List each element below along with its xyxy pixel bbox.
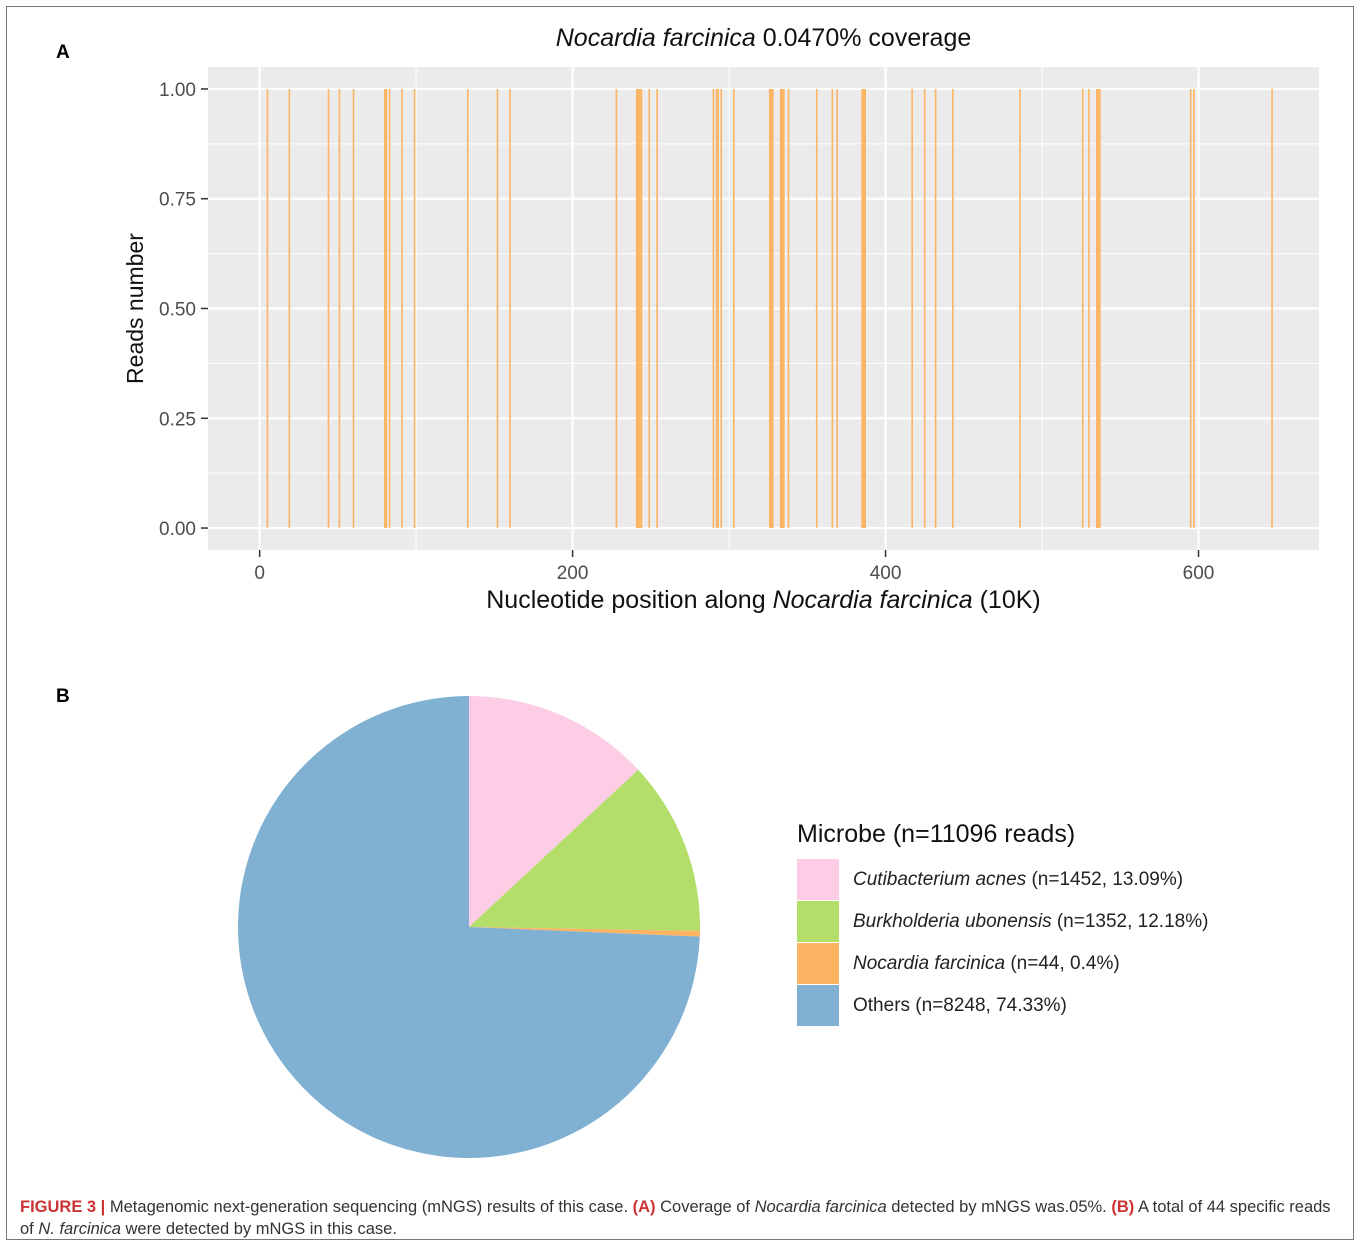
chart-title-coverage: 0.0470% coverage xyxy=(756,24,971,52)
legend-species-name: Nocardia farcinica xyxy=(853,953,1006,974)
caption-ref-a: (A) xyxy=(632,1198,656,1216)
legend-label: Nocardia farcinica (n=44, 0.4%) xyxy=(853,953,1120,975)
caption-label: FIGURE 3 | xyxy=(20,1198,106,1216)
x-axis-label: Nucleotide position along Nocardia farci… xyxy=(486,586,1041,614)
caption-species: N. farcinica xyxy=(38,1220,121,1238)
y-tick-label: 0.00 xyxy=(159,519,196,540)
caption-ref-b: (B) xyxy=(1111,1198,1135,1216)
legend-swatch xyxy=(797,901,839,943)
caption-species: Nocardia farcinica xyxy=(754,1198,887,1216)
legend-item-others: Others (n=8248, 74.33%) xyxy=(797,985,1208,1027)
caption-text: A total of 44 specific reads of xyxy=(20,1198,1331,1238)
legend-species-name: Cutibacterium acnes xyxy=(853,869,1027,890)
x-tick-label: 200 xyxy=(557,563,589,584)
legend-label: Cutibacterium acnes (n=1452, 13.09%) xyxy=(853,869,1183,891)
legend-item-burkholderia: Burkholderia ubonensis (n=1352, 12.18%) xyxy=(797,901,1208,943)
legend-swatch xyxy=(797,943,839,985)
caption-text: were detected by mNGS in this case. xyxy=(120,1220,397,1238)
pie-slice xyxy=(469,769,700,931)
pie-slice xyxy=(469,927,700,937)
x-tick-label: 400 xyxy=(870,563,902,584)
x-axis-label-unit: (10K) xyxy=(973,586,1041,614)
y-axis-label: Reads number xyxy=(122,233,148,384)
pie-chart xyxy=(238,696,700,1158)
y-tick-label: 0.75 xyxy=(159,190,196,211)
x-tick-label: 0 xyxy=(254,563,265,584)
chart-title-species: Nocardia farcinica xyxy=(556,24,756,52)
legend-swatch xyxy=(797,859,839,901)
caption-text: detected by mNGS was.05%. xyxy=(886,1198,1112,1216)
chart-title: Nocardia farcinica 0.0470% coverage xyxy=(556,24,972,52)
legend-rows: Cutibacterium acnes (n=1452, 13.09%) Bur… xyxy=(797,859,1208,1027)
y-tick-label: 0.25 xyxy=(159,409,196,430)
legend-count: (n=1352, 12.18%) xyxy=(1051,911,1209,932)
legend-title: Microbe (n=11096 reads) xyxy=(797,820,1076,848)
coverage-chart: 0.00 0.25 0.50 0.75 1.00 0 200 400 600 Nocardia f… xyxy=(122,24,1319,614)
x-tick-label: 600 xyxy=(1183,563,1215,584)
figure-caption: FIGURE 3 | Metagenomic next-generation s… xyxy=(20,1196,1345,1240)
pie-slice xyxy=(238,696,700,1158)
legend-count: (n=44, 0.4%) xyxy=(1005,953,1120,974)
caption-text: Coverage of xyxy=(655,1198,755,1216)
panel-b-label: B xyxy=(56,686,70,707)
legend-item-cutibacterium: Cutibacterium acnes (n=1452, 13.09%) xyxy=(797,859,1208,901)
legend-label: Burkholderia ubonensis (n=1352, 12.18%) xyxy=(853,911,1208,933)
caption-text: Metagenomic next-generation sequencing (… xyxy=(105,1198,633,1216)
legend-species-name: Burkholderia ubonensis xyxy=(853,911,1052,932)
legend-count: (n=1452, 13.09%) xyxy=(1026,869,1184,890)
y-tick-label: 0.50 xyxy=(159,300,196,321)
y-tick-label: 1.00 xyxy=(159,80,196,101)
x-axis-label-species: Nocardia farcinica xyxy=(773,586,973,614)
legend-swatch xyxy=(797,985,839,1027)
legend-item-nocardia: Nocardia farcinica (n=44, 0.4%) xyxy=(797,943,1208,985)
legend-count: Others (n=8248, 74.33%) xyxy=(853,995,1067,1016)
legend-label: Others (n=8248, 74.33%) xyxy=(853,995,1067,1017)
x-axis-label-prefix: Nucleotide position along xyxy=(486,586,772,614)
pie-legend: Microbe (n=11096 reads) Cutibacterium ac… xyxy=(797,820,1208,1027)
panel-a-label: A xyxy=(56,42,70,63)
pie-slice xyxy=(469,696,639,927)
